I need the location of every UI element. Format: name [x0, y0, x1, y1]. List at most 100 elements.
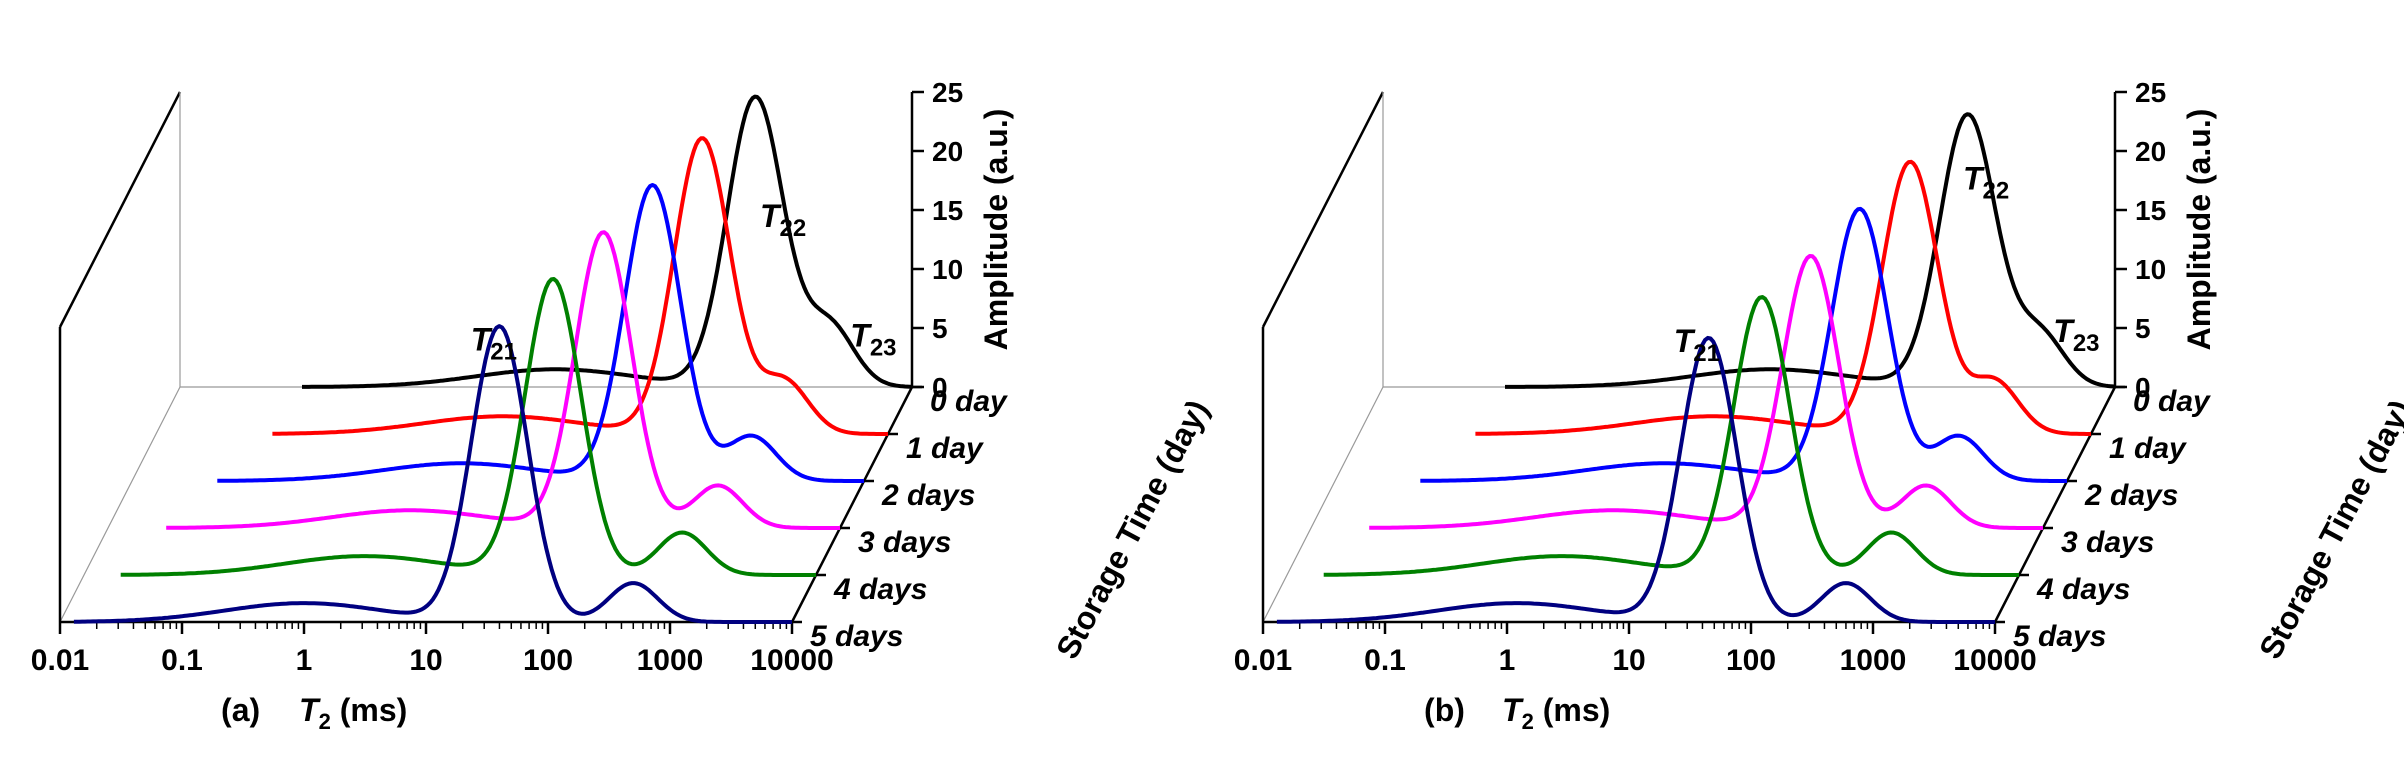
- z-tick-label: 5: [932, 313, 948, 344]
- series-line: [1369, 254, 2043, 530]
- series-line: [120, 277, 816, 577]
- x-axis-subscript: 2: [1522, 709, 1534, 734]
- series-line: [1276, 335, 1995, 624]
- peak-label-t22: T22: [760, 198, 806, 242]
- z-axis-label: Amplitude (a.u.): [978, 109, 1014, 351]
- peak-label-t23: T23: [2053, 313, 2099, 357]
- x-axis-symbol: T: [299, 692, 321, 728]
- floor-left-edge: [1262, 386, 1384, 623]
- peak-label-t21: T21: [471, 321, 517, 365]
- x-tick-label: 1000: [637, 644, 704, 677]
- series-curves: [73, 94, 913, 624]
- x-tick-label: 10000: [1953, 644, 2036, 677]
- panel-a: 0.01 0.1 1 10 100 1000 10000(a) T2 (ms)05101520…: [31, 77, 1216, 734]
- z-tick-label: 0: [2135, 372, 2151, 403]
- series-line: [302, 94, 913, 389]
- depth-axis-line: [790, 386, 914, 623]
- peak-subscript: 23: [2073, 330, 2100, 357]
- peak-symbol: T: [850, 318, 872, 354]
- series-line: [272, 136, 888, 436]
- z-tick-label: 5: [2135, 313, 2151, 344]
- z-tick-label: 15: [2135, 195, 2166, 226]
- depth-axis-line: [1993, 386, 2117, 623]
- x-axis-unit: (ms): [1534, 692, 1610, 728]
- day-label: 2 days: [2084, 479, 2178, 512]
- top-left-edge: [58, 91, 182, 328]
- panel-label: (b): [1424, 692, 1465, 728]
- peak-label-t23: T23: [850, 318, 896, 362]
- z-tick-label: 10: [932, 254, 963, 285]
- z-tick-label: 20: [932, 136, 963, 167]
- panel-label: (a): [221, 692, 260, 728]
- panel-b: 0.01 0.1 1 10 100 1000 10000(b) T2 (ms)05101520…: [1234, 77, 2404, 734]
- z-axis: 0 5 10 15 20 25 Amplitude (a.u.): [2115, 77, 2217, 403]
- series-curves: [1276, 112, 2116, 624]
- day-label: 0 day: [2133, 385, 2211, 418]
- x-axis-symbol: T: [1502, 692, 1524, 728]
- x-axis-subscript: 2: [319, 709, 331, 734]
- x-tick-label: 1: [1499, 644, 1516, 677]
- day-label: 5 days: [2013, 620, 2106, 653]
- peak-subscript: 21: [490, 338, 517, 365]
- day-label: 4 days: [2036, 573, 2130, 606]
- peak-subscript: 23: [870, 335, 897, 362]
- x-tick-label: 0.01: [31, 644, 89, 677]
- z-tick-label: 25: [2135, 77, 2166, 108]
- day-label: 0 day: [930, 385, 1008, 418]
- z-axis-label: Amplitude (a.u.): [2181, 109, 2217, 351]
- x-axis-label: T2 (ms): [299, 692, 407, 734]
- peak-symbol: T: [760, 198, 782, 234]
- day-label: 5 days: [810, 620, 903, 653]
- day-label: 3 days: [2061, 526, 2154, 559]
- x-tick-label: 0.1: [1364, 644, 1406, 677]
- peak-symbol: T: [2053, 313, 2075, 349]
- top-left-edge: [1261, 91, 1385, 328]
- x-tick-label: 100: [523, 644, 573, 677]
- peak-label-t21: T21: [1674, 323, 1720, 367]
- series-line: [1323, 295, 2019, 577]
- day-label: 3 days: [858, 526, 951, 559]
- floor-left-edge: [59, 386, 181, 623]
- z-tick-label: 10: [2135, 254, 2166, 285]
- series-line: [1505, 112, 2116, 389]
- z-tick-label: 20: [2135, 136, 2166, 167]
- z-tick-label: 25: [932, 77, 963, 108]
- x-tick-label: 1000: [1840, 644, 1907, 677]
- series-line: [166, 230, 840, 530]
- series-line: [1475, 159, 2091, 436]
- depth-axis-label: Storage Time (day): [2252, 394, 2404, 665]
- day-label: 2 days: [881, 479, 975, 512]
- peak-subscript: 21: [1693, 340, 1720, 367]
- depth-axis: 0 day 1 day 2 days 3 days 4 days 5 days Storag…: [1995, 385, 2404, 665]
- z-tick-label: 0: [932, 372, 948, 403]
- peak-symbol: T: [1963, 160, 1985, 196]
- x-tick-label: 10000: [750, 644, 833, 677]
- peak-subscript: 22: [1983, 177, 2010, 204]
- x-axis-title: (a) T2 (ms): [221, 692, 407, 734]
- x-tick-label: 10: [409, 644, 442, 677]
- peak-subscript: 22: [780, 215, 807, 242]
- depth-axis-label: Storage Time (day): [1049, 394, 1216, 665]
- series-line: [1420, 206, 2067, 483]
- x-axis-title: (b) T2 (ms): [1424, 692, 1610, 734]
- x-axis-ticks: 0.01 0.1 1 10 100 1000 10000: [1234, 622, 2037, 677]
- peak-symbol: T: [471, 321, 493, 357]
- x-tick-label: 10: [1612, 644, 1645, 677]
- day-label: 4 days: [833, 573, 927, 606]
- x-axis-ticks: 0.01 0.1 1 10 100 1000 10000: [31, 622, 834, 677]
- x-tick-label: 100: [1726, 644, 1776, 677]
- x-axis-label: T2 (ms): [1502, 692, 1610, 734]
- x-tick-label: 1: [296, 644, 313, 677]
- x-tick-label: 0.1: [161, 644, 203, 677]
- series-line: [73, 324, 792, 624]
- peak-label-t22: T22: [1963, 160, 2009, 204]
- depth-axis: 0 day 1 day 2 days 3 days 4 days 5 days Storag…: [792, 385, 1216, 665]
- day-label: 1 day: [2109, 432, 2187, 465]
- x-tick-label: 0.01: [1234, 644, 1292, 677]
- peak-symbol: T: [1674, 323, 1696, 359]
- series-line: [217, 183, 864, 483]
- z-axis: 0 5 10 15 20 25 Amplitude (a.u.): [912, 77, 1014, 403]
